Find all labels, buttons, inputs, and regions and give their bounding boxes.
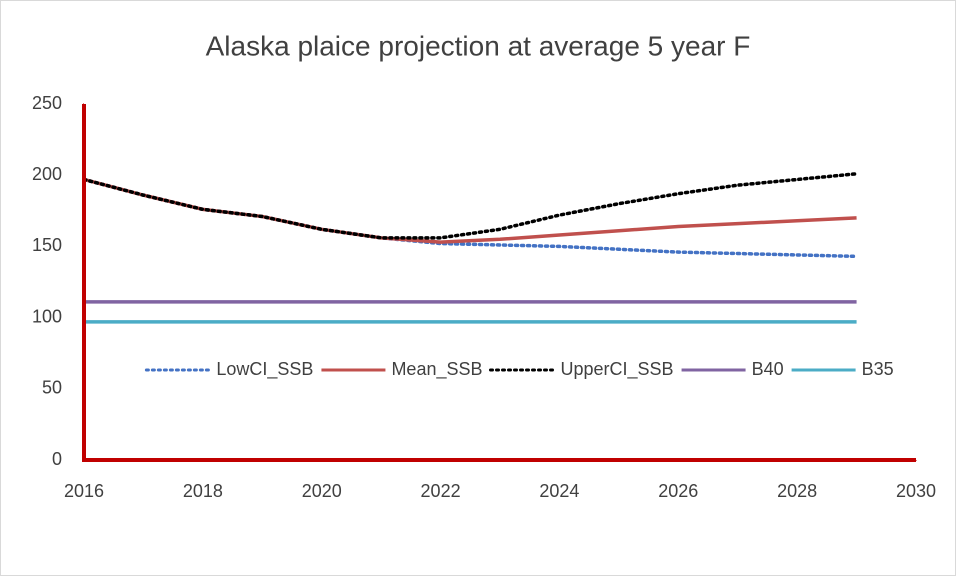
legend-item: LowCI_SSB bbox=[144, 359, 313, 380]
x-tick-label: 2020 bbox=[302, 481, 342, 501]
x-tick-label: 2030 bbox=[896, 481, 936, 501]
y-tick-label: 100 bbox=[32, 306, 62, 326]
legend-item: B40 bbox=[681, 359, 784, 379]
x-tick-label: 2022 bbox=[421, 481, 461, 501]
x-tick-label: 2028 bbox=[777, 481, 817, 501]
legend-label: B40 bbox=[752, 359, 784, 379]
x-tick-label: 2018 bbox=[183, 481, 223, 501]
chart-title: Alaska plaice projection at average 5 ye… bbox=[206, 30, 751, 61]
y-tick-label: 0 bbox=[52, 449, 62, 469]
x-tick-label: 2024 bbox=[539, 481, 579, 501]
y-tick-label: 200 bbox=[32, 164, 62, 184]
legend-label: Mean_SSB bbox=[391, 359, 482, 380]
legend-label: B35 bbox=[862, 359, 894, 379]
x-tick-label: 2026 bbox=[658, 481, 698, 501]
y-tick-label: 250 bbox=[32, 93, 62, 113]
legend-item: Mean_SSB bbox=[321, 359, 483, 380]
series-line bbox=[82, 172, 859, 240]
legend-label: UpperCI_SSB bbox=[561, 359, 674, 380]
y-tick-label: 50 bbox=[42, 378, 62, 398]
legend-label: LowCI_SSB bbox=[216, 359, 313, 380]
y-tick-label: 150 bbox=[32, 235, 62, 255]
x-tick-label: 2016 bbox=[64, 481, 104, 501]
legend-item: UpperCI_SSB bbox=[489, 359, 674, 380]
legend-item: B35 bbox=[791, 359, 894, 379]
